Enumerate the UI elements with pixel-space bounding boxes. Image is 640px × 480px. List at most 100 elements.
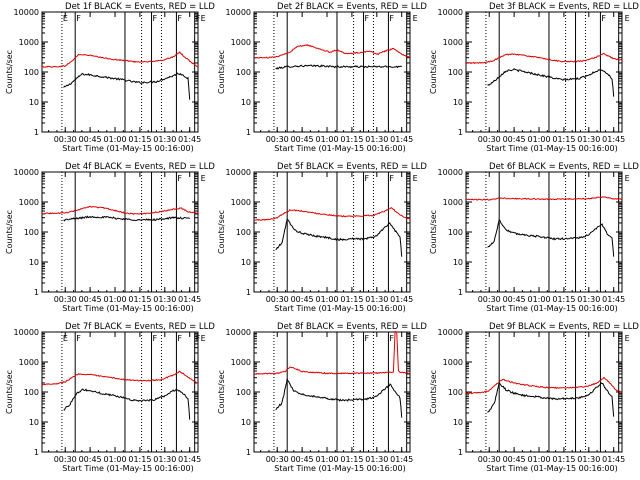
panel-title: Det 6f BLACK = Events, RED = LLD [489, 162, 639, 172]
flag-label: F [76, 334, 81, 343]
flag-label: F [153, 334, 158, 343]
y-tick-label: 10000 [438, 328, 463, 337]
panel-det-2: Det 2f BLACK = Events, RED = LLD Counts/s… [217, 2, 427, 153]
panel-det-5: Det 5f BLACK = Events, RED = LLD Counts/s… [217, 162, 427, 313]
flag-label: F [601, 14, 606, 23]
x-tick-label: 01:30 [153, 135, 176, 144]
x-tick-label: 01:15 [552, 455, 575, 464]
x-tick-label: 01:15 [128, 135, 151, 144]
y-axis-label: Counts/sec [217, 370, 226, 414]
panel-det-7: Det 7f BLACK = Events, RED = LLD Counts/s… [5, 322, 215, 473]
flag-label: F [196, 14, 201, 23]
y-axis-label: Counts/sec [5, 210, 14, 254]
y-tick-label: 100 [448, 388, 463, 397]
x-tick-label: 01:45 [602, 295, 625, 304]
flag-label: E [625, 174, 630, 183]
x-tick-label: 01:30 [365, 135, 388, 144]
flag-label: F [76, 14, 81, 23]
x-tick-label: 01:15 [128, 455, 151, 464]
x-axis-label: Start Time (01-May-15 00:16:00) [62, 464, 193, 473]
y-tick-label: 10000 [438, 8, 463, 17]
panel-det-9: Det 9f BLACK = Events, RED = LLD Counts/s… [429, 322, 639, 473]
y-axis-label: Counts/sec [429, 370, 438, 414]
x-tick-label: 00:30 [54, 455, 77, 464]
x-tick-label: 01:45 [178, 295, 201, 304]
plot-frame [41, 171, 199, 293]
x-tick-label: 00:45 [503, 135, 526, 144]
lld-series-line [466, 52, 623, 65]
panel-det-3: Det 3f BLACK = Events, RED = LLD Counts/s… [429, 2, 639, 153]
panel-det-4: Det 4f BLACK = Events, RED = LLD Counts/s… [5, 162, 215, 313]
y-tick-label: 1 [458, 448, 463, 457]
panel-title: Det 2f BLACK = Events, RED = LLD [277, 2, 427, 12]
y-tick-label: 100 [236, 388, 251, 397]
y-axis-label: Counts/sec [217, 210, 226, 254]
y-tick-label: 100 [24, 388, 39, 397]
events-series-line [275, 218, 403, 257]
y-tick-label: 1 [246, 128, 251, 137]
x-tick-label: 01:45 [390, 455, 413, 464]
x-axis-label: Start Time (01-May-15 00:16:00) [62, 304, 193, 313]
y-tick-label: 1000 [231, 358, 251, 367]
x-tick-label: 00:45 [291, 135, 314, 144]
x-tick-label: 01:00 [527, 455, 550, 464]
lld-series-line [465, 377, 623, 395]
panel-det-6: Det 6f BLACK = Events, RED = LLD Counts/s… [429, 162, 639, 313]
y-tick-label: 100 [236, 68, 251, 77]
y-tick-label: 1 [458, 128, 463, 137]
x-tick-label: 00:45 [79, 295, 102, 304]
plot-frame [41, 11, 199, 133]
y-tick-label: 10000 [14, 328, 39, 337]
y-tick-label: 10000 [14, 8, 39, 17]
plot-frame [465, 11, 623, 133]
flag-label: F [177, 14, 182, 23]
x-tick-label: 00:30 [478, 295, 501, 304]
x-tick-label: 01:45 [178, 455, 201, 464]
x-tick-label: 00:45 [291, 295, 314, 304]
y-axis-label: Counts/sec [5, 370, 14, 414]
plot-frame [253, 331, 411, 453]
y-tick-label: 10000 [226, 8, 251, 17]
x-tick-label: 01:30 [577, 455, 600, 464]
events-series-line [63, 72, 191, 100]
x-tick-label: 01:00 [315, 295, 338, 304]
x-axis-label: Start Time (01-May-15 00:16:00) [274, 144, 405, 153]
x-tick-label: 01:30 [577, 295, 600, 304]
panel-title: Det 1f BLACK = Events, RED = LLD [65, 2, 215, 12]
x-tick-label: 00:30 [266, 455, 289, 464]
flag-label: E [625, 334, 630, 343]
lld-series-line [253, 44, 411, 59]
y-tick-label: 100 [236, 228, 251, 237]
y-tick-label: 10 [29, 418, 39, 427]
x-tick-label: 01:30 [365, 455, 388, 464]
x-tick-label: 01:15 [552, 295, 575, 304]
x-tick-label: 01:15 [552, 135, 575, 144]
y-tick-label: 10000 [14, 168, 39, 177]
flag-label: E [201, 174, 206, 183]
x-tick-label: 01:15 [340, 455, 363, 464]
y-tick-label: 10 [29, 258, 39, 267]
x-tick-label: 01:45 [602, 135, 625, 144]
plot-frame [465, 331, 623, 453]
x-tick-label: 01:15 [340, 135, 363, 144]
x-tick-label: 01:30 [577, 135, 600, 144]
y-tick-label: 100 [448, 68, 463, 77]
x-axis-label: Start Time (01-May-15 00:16:00) [274, 304, 405, 313]
y-tick-label: 1 [34, 288, 39, 297]
flag-label: F [177, 174, 182, 183]
y-axis-label: Counts/sec [429, 50, 438, 94]
x-tick-label: 01:45 [602, 455, 625, 464]
y-axis-label: Counts/sec [429, 210, 438, 254]
plot-frame [41, 331, 199, 453]
x-tick-label: 01:30 [365, 295, 388, 304]
events-series-line [487, 68, 615, 97]
x-axis-label: Start Time (01-May-15 00:16:00) [274, 464, 405, 473]
flag-label: E [63, 14, 68, 23]
y-axis-label: Counts/sec [5, 50, 14, 94]
lld-series-line [41, 51, 199, 68]
flag-label: E [413, 174, 418, 183]
x-tick-label: 01:00 [103, 455, 126, 464]
y-tick-label: 10 [29, 98, 39, 107]
flag-label: F [365, 14, 370, 23]
y-tick-label: 10 [241, 418, 251, 427]
